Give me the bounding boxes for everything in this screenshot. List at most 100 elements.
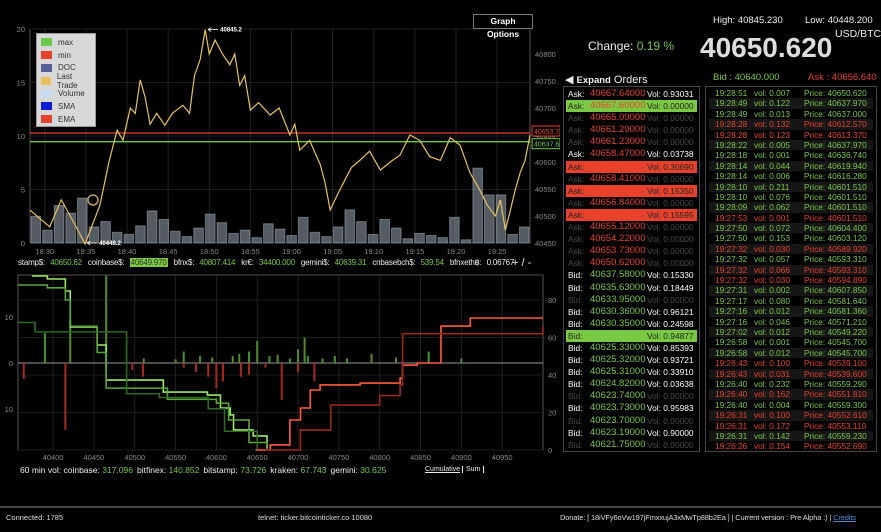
trade-row[interactable]: 19:26:31 vol: 0.142 Price: 40559.230 [709,430,873,442]
bid-order-row[interactable]: Bid: 40630.36000 Vol: 0.96121 [566,306,697,318]
trade-row[interactable]: 19:27:32 vol: 0.057 Price: 40593.310 [709,254,873,264]
bid-order-row[interactable]: Bid: 40633.95000 Vol: 0.00000 [566,294,697,306]
ticker-item[interactable]: cnbasebch$: 539.54 [372,258,446,267]
bid-order-row[interactable]: Bid: 40625.33000 Vol: 0.85393 [566,342,697,354]
bid-order-row[interactable]: Bid: 40625.31000 Vol: 0.33910 [566,366,697,378]
cumulative-link[interactable]: Cumulative [425,466,461,473]
order-price: 40658.42000 [590,160,646,172]
trade-row[interactable]: 19:27:32 vol: 0.030 Price: 40589.920 [709,243,873,255]
graph-options-button[interactable]: Graph Options [473,14,533,39]
order-price: 40630.35000 [590,317,646,329]
ask-order-row[interactable]: Ask: 40665.09000 Vol: 0.00000 [566,112,697,124]
trade-row[interactable]: 19:27:50 vol: 0.072 Price: 40604.400 [709,223,873,234]
ask-order-row[interactable]: Ask: 40657.63000 Vol: 0.15350 [566,184,697,197]
left-tick-label: 10 [5,405,13,414]
ticker-item[interactable]: stamp$: 40650.62 [18,258,85,267]
ask-order-row[interactable]: Ask: 40654.22000 Vol: 0.00000 [566,233,697,245]
trade-price: Price: 40601.510 [804,202,867,213]
trade-row[interactable]: 19:27:02 vol: 0.012 Price: 40549.220 [709,326,873,338]
trade-row[interactable]: 19:28:49 vol: 0.013 Price: 40637.000 [709,109,873,119]
trade-row[interactable]: 19:28:51 vol: 0.007 Price: 40650.620 [709,88,873,98]
ask-order-row[interactable]: Ask: 40667.64000 Vol: 0.93031 [566,88,697,100]
x-tick-label: 40950 [492,453,513,462]
trade-row[interactable]: 19:28:14 vol: 0.044 Price: 40619.940 [709,160,873,172]
legend-item[interactable]: Last Trade [41,72,91,90]
ask-order-row[interactable]: Ask: 40661.23000 Vol: 0.00000 [566,136,697,148]
trade-row[interactable]: 19:27:32 vol: 0.066 Price: 40593.310 [709,264,873,276]
price-chart[interactable]: 18:30 18:35 18:40 18:45 18:50 18:55 19:00 19:05… [17,25,560,256]
bid-order-row[interactable]: Bid: 40630.35000 Vol: 0.24598 [566,318,697,330]
trade-row[interactable]: 19:26:40 vol: 0.162 Price: 40551.810 [709,389,873,400]
ask-order-row[interactable]: Ask: 40661.29000 Vol: 0.00000 [566,124,697,136]
ask-order-row[interactable]: Ask: 40650.62000 Vol: 0.00000 [566,257,697,269]
ask-order-row[interactable]: Ask: 40658.42000 Vol: 0.30690 [566,160,697,173]
trade-row[interactable]: 19:28:49 vol: 0.122 Price: 40637.970 [709,98,873,109]
ticker-item[interactable]: coinbase$: 40649.970 [88,258,171,267]
bid-order-row[interactable]: Bid: 40635.63000 Vol: 0.18449 [566,282,697,294]
legend-item[interactable]: SMA [41,100,91,113]
trade-history[interactable]: 19:28:51 vol: 0.007 Price: 40650.620 19:28:… [705,86,877,452]
trade-row[interactable]: 19:26:31 vol: 0.100 Price: 40552.610 [709,410,873,421]
bid-order-row[interactable]: Bid: 40625.34000 Vol: 0.94877 [566,329,697,342]
trade-row[interactable]: 19:26:31 vol: 0.172 Price: 40553.110 [709,421,873,431]
trade-row[interactable]: 19:27:53 vol: 0.001 Price: 40601.510 [709,213,873,223]
trade-row[interactable]: 19:28:10 vol: 0.076 Price: 40601.510 [709,192,873,202]
bid-order-row[interactable]: Bid: 40624.82000 Vol: 0.03638 [566,378,697,390]
order-book[interactable]: Ask: 40667.64000 Vol: 0.93031 Ask: 40667.600… [563,86,700,452]
trade-row[interactable]: 19:26:58 vol: 0.001 Price: 40545.700 [709,337,873,347]
sum-link[interactable]: Sum [462,466,485,473]
trade-price: Price: 40581.360 [804,306,867,317]
trade-row[interactable]: 19:26:58 vol: 0.012 Price: 40545.700 [709,347,873,359]
trade-row[interactable]: 19:28:28 vol: 0.123 Price: 40613.370 [709,130,873,140]
ask-order-row[interactable]: Ask: 40655.12000 Vol: 0.00000 [566,221,697,233]
depth-chart[interactable]: 40400 40450 40500 40550 40600 40650 40700 40750… [5,274,557,462]
bid-volume-bar [333,356,336,363]
trade-row[interactable]: 19:26:43 vol: 0.100 Price: 40539.100 [709,358,873,368]
legend-item[interactable]: Volume [41,87,91,100]
trade-row[interactable]: 19:28:10 vol: 0.211 Price: 40601.510 [709,181,873,192]
legend-item[interactable]: DOC [41,62,91,75]
ask-volume-bar [264,363,267,368]
credits-link[interactable]: Credits [833,513,856,522]
ask-order-row[interactable]: Ask: 40667.60000 Vol: 0.00000 [566,100,697,113]
legend-item[interactable]: EMA [41,113,91,126]
bid-order-row[interactable]: Bid: 40625.32000 Vol: 0.93721 [566,354,697,366]
trade-row[interactable]: 19:26:26 vol: 0.154 Price: 40552.690 [709,441,873,451]
trade-row[interactable]: 19:28:14 vol: 0.006 Price: 40616.280 [709,171,873,181]
bid-order-row[interactable]: Bid: 40623.19000 Vol: 0.90000 [566,427,697,439]
trade-row[interactable]: 19:26:40 vol: 0.004 Price: 40559.300 [709,400,873,410]
trade-row[interactable]: 19:28:18 vol: 0.001 Price: 40636.740 [709,150,873,160]
bid-order-row[interactable]: Bid: 40637.58000 Vol: 0.15330 [566,269,697,281]
ask-order-row[interactable]: Ask: 40655.67000 Vol: 0.15595 [566,208,697,222]
trade-volume: vol: 0.044 [754,160,790,171]
bid-order-row[interactable]: Bid: 40623.73000 Vol: 0.95983 [566,402,697,414]
best-bid: Bid : 40640.000 [713,72,780,83]
trade-row[interactable]: 19:27:16 vol: 0.046 Price: 40571.210 [709,317,873,327]
ask-order-row[interactable]: Ask: 40658.41000 Vol: 0.00000 [566,173,697,185]
bid-order-row[interactable]: Bid: 40623.70000 Vol: 0.00000 [566,415,697,427]
trade-row[interactable]: 19:26:43 vol: 0.031 Price: 40539.600 [709,368,873,379]
ticker-item[interactable]: bfnxeth฿: 0.06767 [450,258,517,267]
left-tick-label: 0 [21,239,25,248]
ticker-item[interactable]: kr€: 34400.000 [241,258,298,267]
ask-order-row[interactable]: Ask: 40658.47000 Vol: 0.03738 [566,148,697,160]
ask-order-row[interactable]: Ask: 40656.84000 Vol: 0.00000 [566,197,697,209]
ask-order-row[interactable]: Ask: 40653.73000 Vol: 0.00000 [566,245,697,257]
bid-order-row[interactable]: Bid: 40621.75000 Vol: 0.00000 [566,439,697,451]
zoom-plus-minus-button[interactable]: + / - [512,257,532,269]
trade-row[interactable]: 19:27:32 vol: 0.030 Price: 40594.890 [709,275,873,285]
trade-row[interactable]: 19:28:09 vol: 0.062 Price: 40601.510 [709,202,873,213]
ticker-item[interactable]: bfnx$: 40807.414 [174,258,239,267]
trade-row[interactable]: 19:28:22 vol: 0.005 Price: 40637.970 [709,139,873,151]
trade-row[interactable]: 19:28:28 vol: 0.132 Price: 40612.570 [709,119,873,130]
legend-item[interactable]: max [41,36,91,49]
trade-row[interactable]: 19:27:16 vol: 0.012 Price: 40581.360 [709,306,873,317]
trade-row[interactable]: 19:27:17 vol: 0.080 Price: 40581.640 [709,296,873,306]
bid-order-row[interactable]: Bid: 40623.74000 Vol: 0.00000 [566,390,697,402]
ticker-item[interactable]: gemini$: 40639.31 [301,258,369,267]
legend-item[interactable]: min [41,49,91,62]
trade-row[interactable]: 19:27:50 vol: 0.153 Price: 40603.120 [709,233,873,243]
expand-orders-button[interactable]: ◀ Expand Orders [565,73,648,86]
trade-row[interactable]: 19:27:31 vol: 0.002 Price: 40607.850 [709,285,873,296]
trade-row[interactable]: 19:26:40 vol: 0.232 Price: 40559.290 [709,379,873,389]
